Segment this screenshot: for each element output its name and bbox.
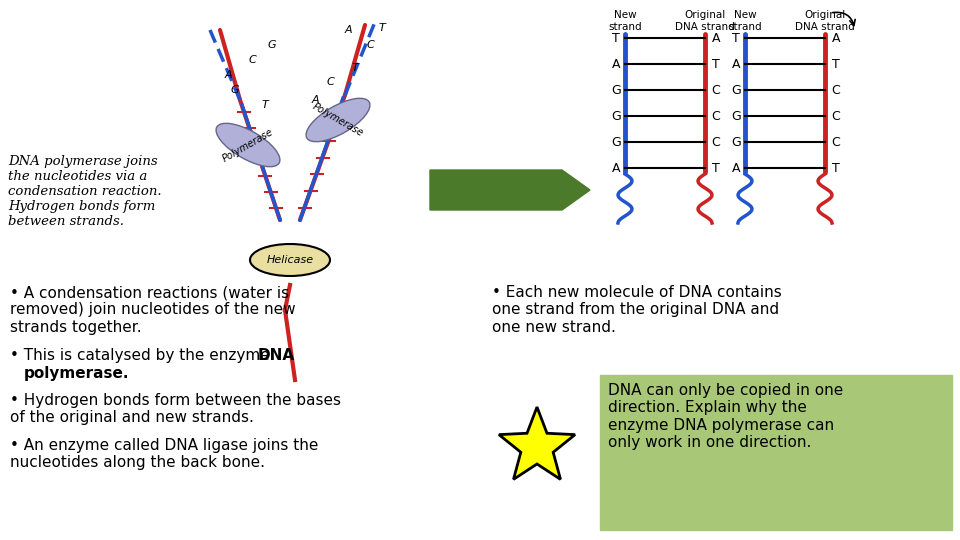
Text: • This is catalysed by the enzyme: • This is catalysed by the enzyme bbox=[10, 348, 275, 363]
Text: A: A bbox=[732, 161, 740, 174]
Text: A: A bbox=[711, 31, 720, 44]
Text: C: C bbox=[711, 136, 720, 148]
Ellipse shape bbox=[306, 98, 370, 141]
Text: A: A bbox=[311, 95, 319, 105]
Text: T: T bbox=[732, 31, 740, 44]
Text: C: C bbox=[711, 84, 720, 97]
Text: T: T bbox=[712, 161, 720, 174]
Text: C: C bbox=[831, 136, 840, 148]
Text: T: T bbox=[832, 161, 840, 174]
Text: A: A bbox=[612, 161, 620, 174]
Text: polymerase.: polymerase. bbox=[24, 366, 130, 381]
Text: T: T bbox=[351, 63, 358, 73]
Text: Polymerase: Polymerase bbox=[311, 102, 365, 139]
Text: G: G bbox=[230, 85, 239, 95]
Text: • Each new molecule of DNA contains
one strand from the original DNA and
one new: • Each new molecule of DNA contains one … bbox=[492, 285, 781, 335]
Text: • An enzyme called DNA ligase joins the
nucleotides along the back bone.: • An enzyme called DNA ligase joins the … bbox=[10, 438, 319, 470]
Text: G: G bbox=[268, 40, 276, 50]
Text: DNA can only be copied in one
direction. Explain why the
enzyme DNA polymerase c: DNA can only be copied in one direction.… bbox=[608, 383, 843, 450]
Text: G: G bbox=[612, 110, 621, 123]
Text: A: A bbox=[732, 57, 740, 71]
Text: A: A bbox=[225, 70, 231, 80]
Ellipse shape bbox=[250, 244, 330, 276]
Text: G: G bbox=[612, 136, 621, 148]
Text: Helicase: Helicase bbox=[267, 255, 314, 265]
Text: C: C bbox=[366, 40, 373, 50]
Text: T: T bbox=[832, 57, 840, 71]
Text: Original
DNA strand: Original DNA strand bbox=[795, 10, 854, 32]
Polygon shape bbox=[499, 407, 575, 480]
Text: C: C bbox=[831, 110, 840, 123]
Text: A: A bbox=[612, 57, 620, 71]
Text: C: C bbox=[831, 84, 840, 97]
Text: G: G bbox=[732, 110, 741, 123]
Text: • Hydrogen bonds form between the bases
of the original and new strands.: • Hydrogen bonds form between the bases … bbox=[10, 393, 341, 426]
FancyBboxPatch shape bbox=[600, 375, 952, 530]
Text: A: A bbox=[831, 31, 840, 44]
Text: C: C bbox=[248, 55, 256, 65]
Text: C: C bbox=[326, 77, 334, 87]
Text: DNA polymerase joins
the nucleotides via a
condensation reaction.
Hydrogen bonds: DNA polymerase joins the nucleotides via… bbox=[8, 155, 161, 228]
Text: A: A bbox=[345, 25, 351, 35]
Text: DNA: DNA bbox=[258, 348, 295, 363]
Text: New
strand: New strand bbox=[609, 10, 642, 32]
Text: T: T bbox=[262, 100, 269, 110]
Text: G: G bbox=[732, 136, 741, 148]
Text: • A condensation reactions (water is
removed) join nucleotides of the new
strand: • A condensation reactions (water is rem… bbox=[10, 285, 296, 335]
Text: New
strand: New strand bbox=[729, 10, 762, 32]
Text: T: T bbox=[612, 31, 620, 44]
Text: G: G bbox=[732, 84, 741, 97]
Text: C: C bbox=[711, 110, 720, 123]
Text: G: G bbox=[612, 84, 621, 97]
Polygon shape bbox=[430, 170, 590, 210]
Ellipse shape bbox=[216, 123, 280, 167]
Text: Original
DNA strand: Original DNA strand bbox=[675, 10, 734, 32]
Text: T: T bbox=[378, 23, 385, 33]
Text: T: T bbox=[712, 57, 720, 71]
Text: Polymerase: Polymerase bbox=[221, 126, 276, 164]
